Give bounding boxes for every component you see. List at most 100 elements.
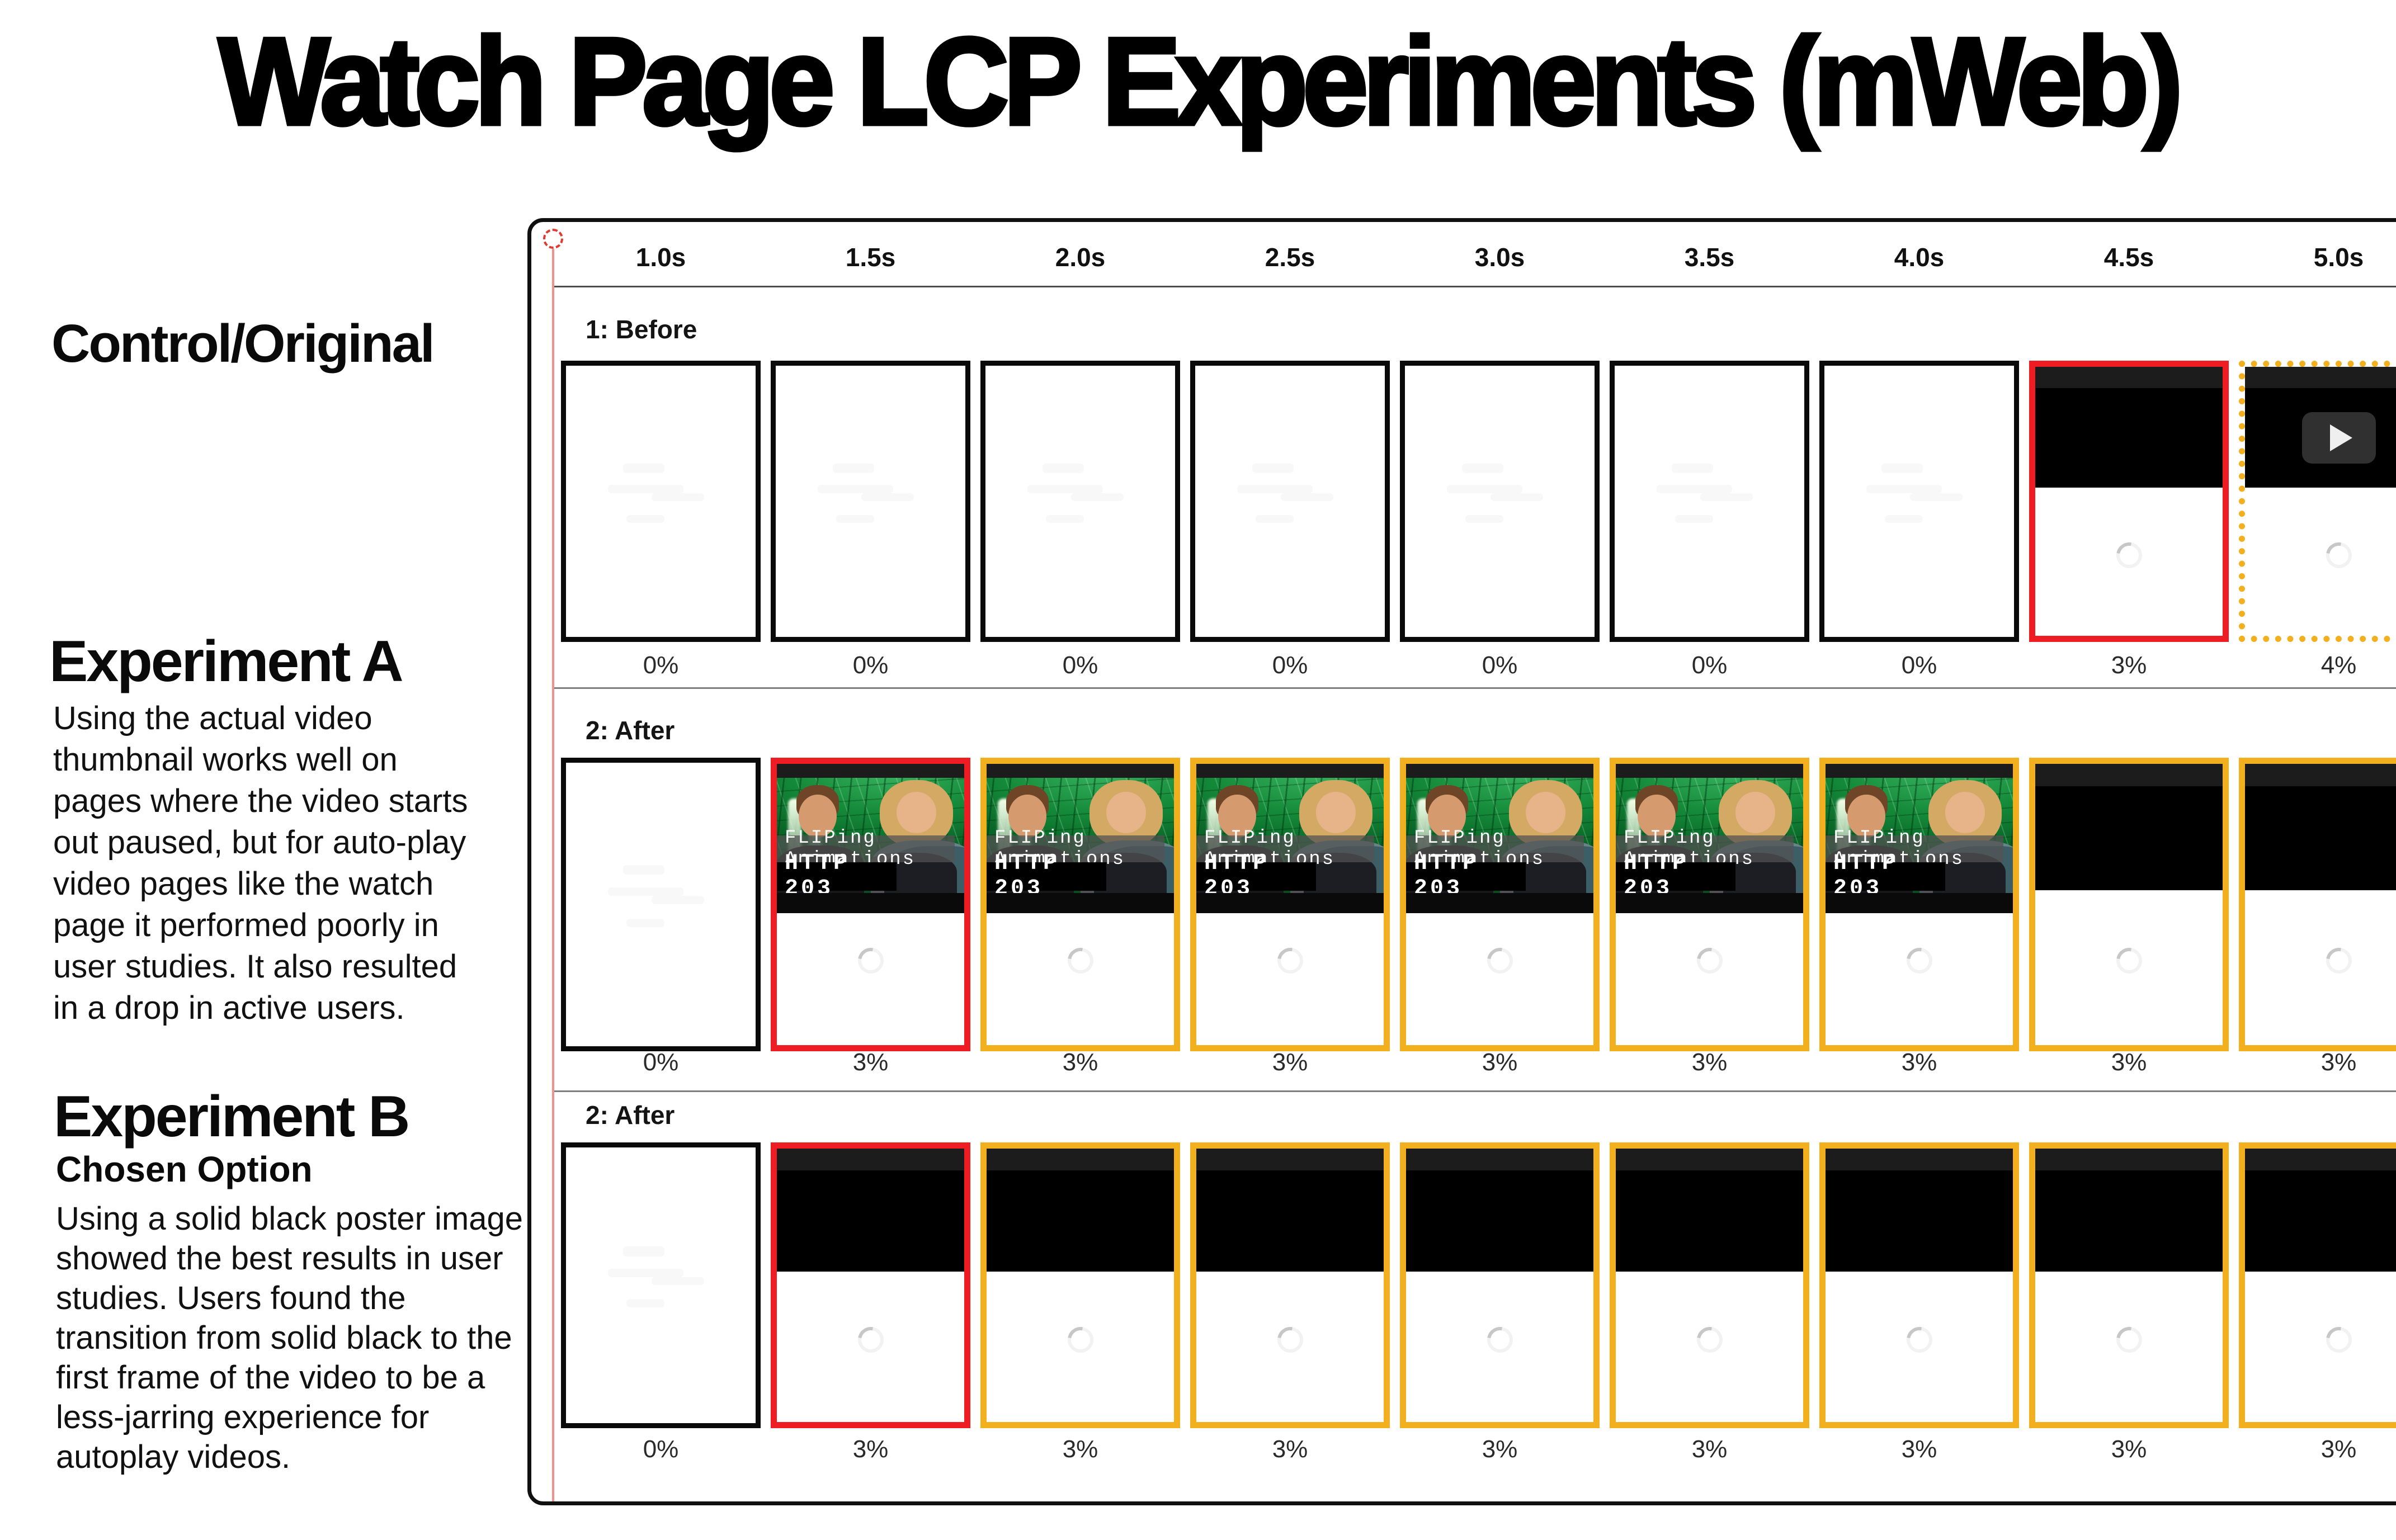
filmstrip-frame — [1819, 1142, 2019, 1428]
ghost-skeleton — [626, 1299, 664, 1307]
filmstrip-frame: FLIPing Animations HTTP 203 — [1610, 758, 1809, 1051]
video-thumbnail: FLIPing Animations HTTP 203 — [1196, 778, 1384, 894]
frame-progress-label: 3% — [852, 1435, 889, 1463]
filmstrip-frame — [1190, 1142, 1390, 1428]
filmstrip-frame — [771, 361, 970, 642]
letterbox-bar — [1826, 893, 2013, 913]
ghost-skeleton — [1672, 464, 1714, 473]
black-poster-area — [1826, 1170, 2013, 1272]
person-face — [1008, 794, 1046, 838]
ghost-skeleton — [608, 1269, 684, 1277]
timeline-start-line — [552, 249, 554, 1501]
frame-progress-label: 3% — [1691, 1435, 1728, 1463]
ghost-skeleton — [1043, 464, 1084, 473]
row-divider — [554, 1090, 2396, 1092]
person-face — [1218, 794, 1256, 838]
frame-progress-label: 3% — [1272, 1435, 1308, 1463]
page-title: Watch Page LCP Experiments (mWeb) — [216, 11, 2185, 153]
page-background — [2245, 488, 2396, 636]
letterbox-bar — [1196, 893, 1384, 913]
timeline-tick-label: 1.5s — [845, 243, 896, 272]
frame-progress-label: 3% — [2111, 651, 2147, 679]
timeline-tick-label: 4.5s — [2103, 243, 2154, 272]
page-background — [2035, 890, 2223, 1045]
frame-progress-label: 3% — [1901, 1048, 1937, 1076]
letterbox-bar — [1616, 893, 1803, 913]
row-label: 2: After — [586, 716, 675, 745]
row-label: 1: Before — [586, 315, 697, 344]
filmstrip-frame — [1400, 1142, 1600, 1428]
page-background — [1616, 913, 1803, 1045]
ghost-skeleton — [1675, 515, 1713, 523]
status-bar — [1826, 1149, 2013, 1171]
ghost-skeleton — [1447, 485, 1523, 493]
person-face — [1316, 791, 1356, 834]
status-bar — [2035, 367, 2223, 389]
filmstrip-frame — [980, 1142, 1180, 1428]
timeline-start-marker-icon — [543, 229, 563, 249]
experiment-a-heading: Experiment A — [49, 629, 404, 694]
thumbnail-caption-title: FLIPing Animations — [777, 828, 955, 870]
control-row-label: Control/Original — [51, 314, 435, 374]
frame-progress-label: 0% — [643, 651, 679, 679]
thumbnail-caption-show: HTTP 203 — [1406, 851, 1526, 893]
thumbnail-caption-show: HTTP 203 — [1196, 851, 1317, 893]
ghost-skeleton — [1027, 485, 1103, 493]
filmstrip-frame — [2029, 758, 2229, 1051]
filmstrip-frame: FLIPing Animations HTTP 203 — [1819, 758, 2019, 1051]
black-poster-area — [2035, 786, 2223, 891]
filmstrip-frame — [2239, 361, 2396, 642]
status-bar — [1196, 764, 1384, 778]
filmstrip-frame — [1610, 1142, 1809, 1428]
status-bar — [2245, 367, 2396, 389]
thumbnail-caption-title: FLIPing Animations — [1826, 828, 2004, 870]
ghost-skeleton — [861, 493, 914, 502]
experiment-b-heading: Experiment B — [54, 1084, 410, 1149]
row-label: 2: After — [586, 1100, 675, 1130]
page-background — [777, 1272, 964, 1422]
frame-progress-label: 0% — [643, 1435, 679, 1463]
header-divider — [554, 286, 2396, 287]
black-poster-area — [1616, 1170, 1803, 1272]
timeline-tick-label: 3.5s — [1684, 243, 1735, 272]
ghost-skeleton — [1256, 515, 1294, 523]
frame-progress-label: 0% — [1062, 651, 1098, 679]
filmstrip-frame — [1400, 361, 1600, 642]
letterbox-bar — [1406, 893, 1593, 913]
ghost-skeleton — [652, 493, 705, 502]
ghost-skeleton — [1281, 493, 1334, 502]
person-face — [1428, 794, 1466, 838]
page-background — [1196, 913, 1384, 1045]
filmstrip-frame: FLIPing Animations HTTP 203 — [1400, 758, 1600, 1051]
timeline-tick-label: 2.5s — [1265, 243, 1315, 272]
experiment-b-description: Using a solid black poster image showed … — [56, 1201, 523, 1475]
black-poster-area — [777, 1170, 964, 1272]
timeline-tick-label: 2.0s — [1055, 243, 1106, 272]
person-face — [799, 794, 837, 838]
frame-progress-label: 3% — [1272, 1048, 1308, 1076]
ghost-skeleton — [1046, 515, 1084, 523]
black-poster-area — [1196, 1170, 1384, 1272]
filmstrip-panel: 1.0s 1.5s 2.0s 2.5s 3.0s 3.5s 4.0s 4.5s 5.0s 1: B… — [527, 218, 2396, 1505]
timeline-tick-label: 3.0s — [1474, 243, 1525, 272]
filmstrip-frame: FLIPing Animations HTTP 203 — [1190, 758, 1390, 1051]
filmstrip-frame — [771, 1142, 970, 1428]
ghost-skeleton — [1910, 493, 1963, 502]
thumbnail-caption-show: HTTP 203 — [777, 851, 897, 893]
frame-progress-label: 0% — [852, 651, 889, 679]
page-background — [987, 913, 1174, 1045]
video-thumbnail: FLIPing Animations HTTP 203 — [777, 778, 964, 894]
person-face — [1945, 791, 1985, 834]
status-bar — [1826, 764, 2013, 778]
filmstrip-frame — [2239, 1142, 2396, 1428]
black-poster-area — [987, 1170, 1174, 1272]
page-background — [2035, 488, 2223, 636]
black-poster-area — [2035, 1170, 2223, 1272]
filmstrip-frame — [561, 1142, 761, 1428]
status-bar — [2245, 764, 2396, 787]
status-bar — [1406, 1149, 1593, 1171]
ghost-skeleton — [818, 485, 894, 493]
frame-progress-label: 4% — [2320, 651, 2357, 679]
ghost-skeleton — [1885, 515, 1923, 523]
thumbnail-caption-show: HTTP 203 — [1616, 851, 1736, 893]
